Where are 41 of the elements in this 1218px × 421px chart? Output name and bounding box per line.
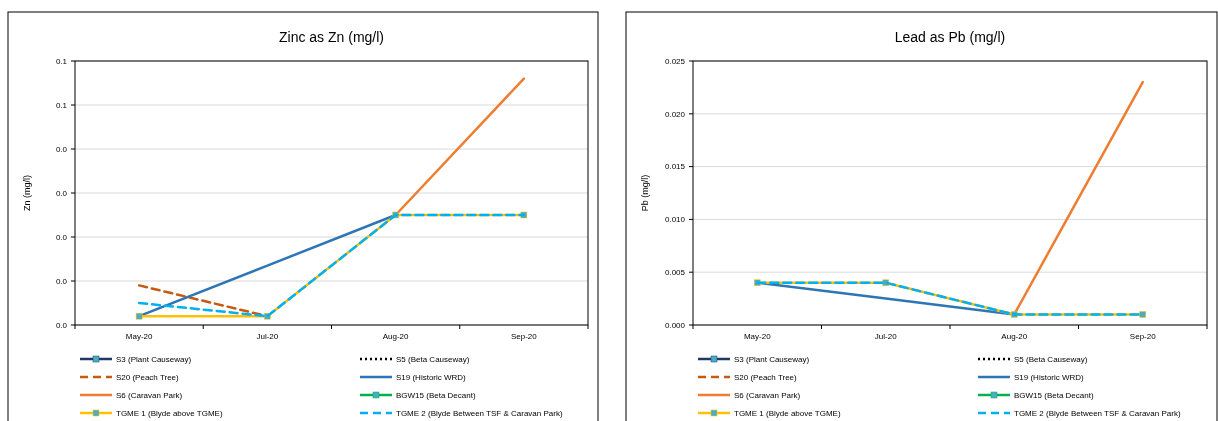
legend-label: TGME 2 (Blyde Between TSF & Caravan Park) [1014,408,1181,418]
x-tick-label: Aug-20 [1001,332,1028,341]
y-tick-label: 0.0 [55,320,68,330]
x-tick-label: Jul-20 [256,332,279,341]
x-tick-label: Aug-20 [382,332,410,341]
y-tick-label: 0.0 [55,276,68,286]
y-tick-label: 0.0 [55,232,68,242]
chart-title: Lead as Pb (mg/l) [894,29,1006,45]
y-tick-label: 0.0 [55,188,68,198]
legend-label: S6 (Caravan Park) [116,390,183,400]
y-tick-label: 0.015 [664,162,686,172]
y-axis-title: Zn (mg/l) [22,175,32,211]
y-tick-label: 0.010 [664,215,686,225]
y-tick-label: 0.1 [55,56,68,66]
x-tick-label: Sep-20 [510,332,538,341]
legend-label: TGME 1 (Blyde above TGME) [734,408,841,418]
legend-label: S6 (Caravan Park) [734,390,801,400]
x-tick-label: May-20 [743,332,772,341]
x-tick-label: Jul-20 [874,332,898,341]
y-tick-label: 0.000 [664,320,686,330]
legend-label: S20 (Peach Tree) [116,372,180,382]
legend-label: S20 (Peach Tree) [734,372,798,382]
legend-label: BGW15 (Beta Decant) [396,390,476,400]
x-tick-label: Sep-20 [1129,332,1157,341]
legend-label: S3 (Plant Causeway) [734,354,810,364]
legend-label: S5 (Beta Causeway) [396,354,470,364]
x-tick-label: May-20 [125,332,154,341]
legend-label: TGME 1 (Blyde above TGME) [116,408,223,418]
legend-label: S5 (Beta Causeway) [1014,354,1088,364]
y-tick-label: 0.025 [664,56,686,66]
chart-title: Zinc as Zn (mg/l) [278,29,385,45]
legend-label: S19 (Historic WRD) [396,372,467,382]
legend-label: S3 (Plant Causeway) [116,354,192,364]
legend-label: TGME 2 (Blyde Between TSF & Caravan Park) [396,408,563,418]
y-tick-label: 0.020 [664,109,686,119]
legend-label: BGW15 (Beta Decant) [1014,390,1094,400]
legend-label: S19 (Historic WRD) [1014,372,1085,382]
y-tick-label: 0.1 [55,100,68,110]
y-tick-label: 0.005 [664,268,686,277]
y-axis-title: Pb (mg/l) [640,174,650,212]
y-tick-label: 0.0 [55,144,68,154]
